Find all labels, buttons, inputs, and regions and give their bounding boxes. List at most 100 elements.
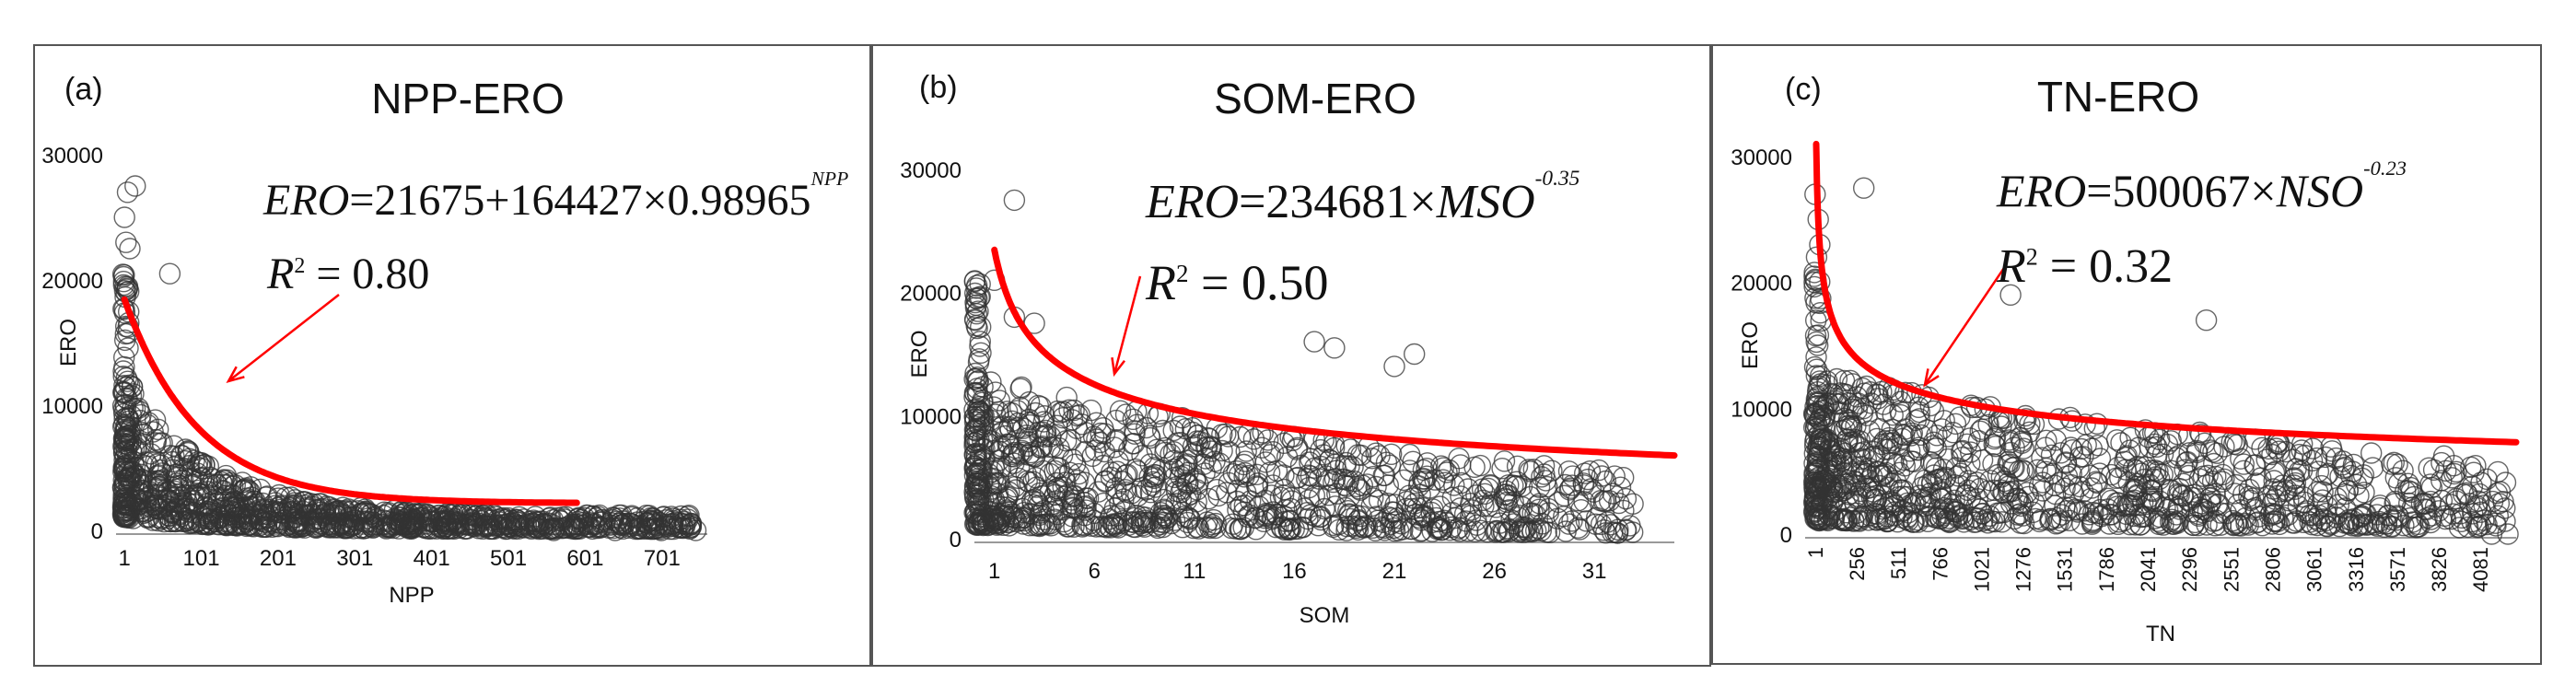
data-point	[461, 511, 484, 533]
data-point	[1013, 502, 1035, 524]
y-tick-label: 10000	[900, 404, 962, 429]
data-point	[1869, 474, 1891, 497]
data-point	[2168, 483, 2190, 506]
panel-npp-ero: 0 10000 20000 30000 1 101 201 301 401 501 601 701 NP…	[33, 44, 871, 667]
data-point	[281, 506, 303, 529]
data-point	[1174, 418, 1197, 440]
data-point	[2191, 455, 2213, 477]
data-point	[2399, 506, 2422, 529]
data-point	[202, 468, 225, 491]
data-point	[1899, 494, 1922, 516]
data-point	[1298, 489, 1320, 511]
data-point	[1090, 516, 1113, 538]
data-point	[1841, 373, 1864, 395]
data-point	[1063, 399, 1085, 422]
data-point	[1427, 518, 1449, 541]
data-point	[1182, 417, 1204, 439]
data-point	[1808, 445, 1831, 468]
data-point	[2441, 467, 2463, 489]
data-point	[1495, 483, 1518, 506]
data-point	[1087, 481, 1110, 503]
data-point	[968, 429, 990, 451]
data-point	[1579, 460, 1602, 483]
data-point	[1806, 392, 1828, 414]
data-point	[1586, 506, 1608, 529]
data-point	[293, 494, 316, 517]
data-point	[1890, 479, 1912, 501]
data-point	[1245, 463, 1268, 485]
data-point	[2026, 459, 2048, 481]
data-point	[1112, 471, 1134, 493]
data-point	[1195, 436, 1218, 459]
data-point	[1118, 439, 1140, 461]
data-point	[1094, 470, 1117, 492]
data-point	[1853, 485, 1875, 507]
chart-title: SOM-ERO	[1214, 75, 1416, 122]
data-point	[1929, 480, 1952, 502]
annotation-arrow	[1923, 264, 2008, 386]
data-point	[286, 512, 309, 535]
data-point	[529, 516, 551, 538]
data-point	[1153, 488, 1175, 511]
annotation-arrow	[227, 294, 340, 382]
data-point	[1614, 487, 1638, 510]
data-point	[1279, 486, 1302, 509]
data-point	[473, 515, 495, 538]
data-point	[2105, 429, 2128, 451]
data-point	[1441, 502, 1463, 524]
data-point	[2119, 439, 2141, 461]
data-point	[1293, 497, 1315, 519]
data-point	[1982, 453, 2004, 475]
x-tick-label: 101	[183, 546, 220, 571]
data-point	[1126, 460, 1148, 483]
data-point	[118, 410, 140, 433]
data-point	[2255, 493, 2277, 515]
data-point	[2386, 453, 2408, 475]
data-point	[1572, 472, 1594, 494]
data-point	[2091, 506, 2113, 528]
data-point	[1959, 427, 1981, 449]
data-point	[1934, 466, 1957, 488]
data-point	[2226, 434, 2248, 456]
data-point	[165, 472, 188, 494]
data-point	[964, 432, 986, 454]
data-point	[2334, 483, 2357, 506]
data-point	[1805, 331, 1827, 354]
data-point	[2381, 453, 2403, 475]
data-point	[1053, 485, 1076, 507]
data-point	[1937, 425, 1959, 448]
data-point	[1017, 435, 1039, 457]
data-point	[1006, 417, 1029, 439]
data-point	[1567, 490, 1590, 512]
data-point	[1555, 520, 1577, 542]
data-point	[1315, 465, 1337, 487]
data-point	[1062, 448, 1084, 471]
data-point	[124, 175, 146, 197]
x-tick-label: 2551	[2220, 547, 2243, 592]
data-point	[1614, 518, 1638, 541]
r-squared-text: R2 = 0.32	[1997, 240, 2174, 293]
data-point	[1113, 488, 1135, 510]
data-point	[1977, 413, 1999, 436]
data-point	[157, 498, 180, 520]
data-point	[1425, 506, 1448, 529]
data-point	[969, 416, 992, 439]
data-point	[1015, 463, 1037, 485]
data-point	[660, 512, 683, 535]
data-point	[2384, 467, 2407, 489]
data-point	[2448, 517, 2471, 539]
data-point	[1928, 498, 1950, 520]
fit-curve	[1813, 140, 2520, 446]
data-point	[2312, 489, 2334, 511]
data-point	[2327, 494, 2350, 516]
data-point	[1373, 464, 1396, 486]
data-point	[1372, 511, 1395, 534]
data-point	[565, 513, 588, 535]
data-point	[1092, 454, 1114, 477]
x-tick-label: 301	[336, 546, 373, 571]
data-point	[254, 511, 276, 533]
data-point	[2257, 437, 2279, 460]
data-point	[1976, 480, 1999, 502]
data-point	[1558, 479, 1580, 501]
data-point	[1959, 453, 1981, 475]
